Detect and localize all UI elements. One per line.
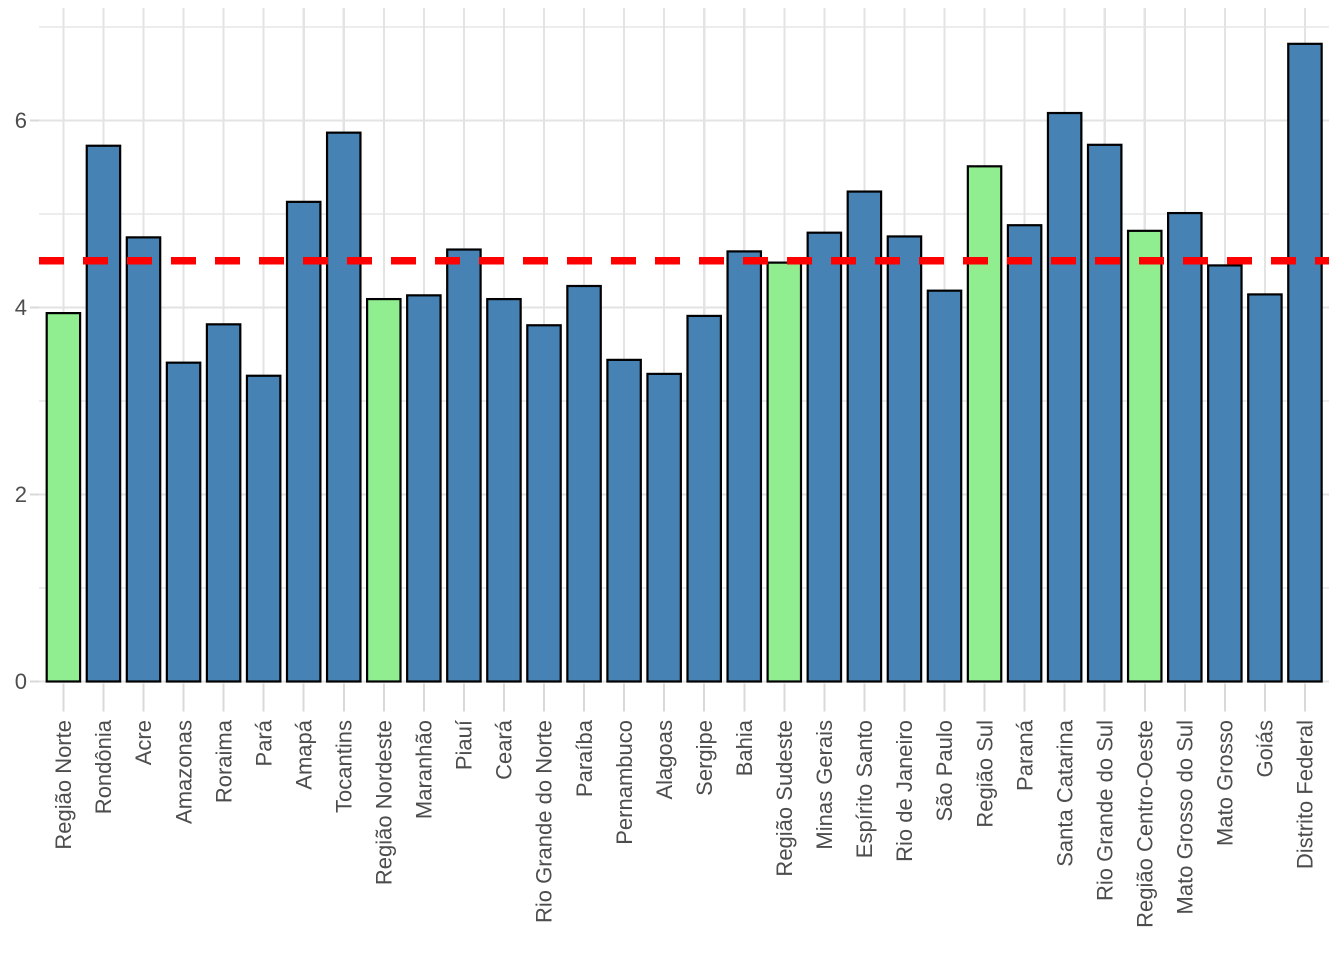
x-axis-label: Pará [251, 719, 276, 766]
state-bar [205, 323, 242, 683]
state-bar [325, 131, 362, 683]
state-bar [646, 372, 682, 683]
x-axis-label: Alagoas [652, 720, 677, 800]
state-bar [526, 324, 562, 683]
x-axis-label: Piauí [452, 720, 477, 770]
state-bar [606, 358, 642, 683]
y-axis-label: 6 [15, 108, 27, 133]
state-bar [1247, 293, 1283, 683]
state-bar [1207, 264, 1243, 683]
state-bar [125, 236, 162, 683]
x-axis-label: Goiás [1253, 720, 1278, 777]
x-axis-label: Rondônia [91, 719, 116, 814]
x-axis-label: Região Centro-Oeste [1132, 720, 1157, 928]
x-axis-label: Pernambuco [612, 720, 637, 845]
x-axis-label: Amazonas [171, 720, 196, 824]
x-axis-label: Região Norte [51, 720, 76, 850]
x-axis-label: São Paulo [932, 720, 957, 822]
region-bar [366, 297, 402, 683]
state-bar [926, 289, 963, 683]
state-bar [285, 200, 322, 683]
state-bar [446, 248, 482, 683]
x-axis-label: Roraima [211, 719, 236, 803]
state-bar [1006, 224, 1043, 683]
x-axis-label: Rio Grande do Norte [532, 720, 557, 923]
x-axis-label: Minas Gerais [812, 720, 837, 850]
state-bar [1046, 111, 1083, 683]
x-axis-label: Mato Grosso [1213, 720, 1238, 846]
state-bar [726, 250, 763, 683]
x-axis-label: Acre [131, 720, 156, 765]
state-bar [686, 314, 723, 683]
state-bar [886, 235, 923, 683]
x-axis-label: Distrito Federal [1293, 720, 1318, 869]
state-bar [846, 190, 883, 683]
state-bar [406, 294, 442, 683]
x-axis-label: Maranhão [412, 720, 437, 819]
state-bar [566, 284, 602, 683]
state-bar [1086, 143, 1123, 683]
region-bar [966, 165, 1003, 683]
y-axis-label: 2 [15, 482, 27, 507]
state-bar [806, 231, 843, 683]
state-bar [486, 297, 522, 683]
x-axis-label: Paraná [1012, 719, 1037, 791]
region-bar [1126, 229, 1163, 683]
x-axis-label: Sergipe [692, 720, 717, 796]
x-axis-label: Região Sudeste [772, 720, 797, 877]
x-axis-label: Mato Grosso do Sul [1173, 720, 1198, 914]
x-axis-label: Tocantins [331, 720, 356, 813]
x-axis-label: Paraíba [572, 719, 597, 797]
x-axis-label: Região Sul [972, 720, 997, 828]
state-bar [85, 144, 122, 683]
y-axis-label: 4 [15, 295, 27, 320]
x-axis-label: Santa Catarina [1052, 719, 1077, 867]
state-bar [1287, 42, 1323, 683]
state-bar [245, 374, 282, 683]
region-bar [45, 312, 82, 683]
x-axis-label: Rio de Janeiro [892, 720, 917, 862]
state-bar [165, 361, 202, 683]
y-axis-label: 0 [15, 669, 27, 694]
x-axis-label: Espírito Santo [852, 720, 877, 858]
x-axis-label: Bahia [732, 719, 757, 776]
region-bar [766, 261, 803, 683]
x-axis-label: Ceará [492, 719, 517, 780]
state-bar [1166, 211, 1203, 683]
x-axis-label: Rio Grande do Sul [1092, 720, 1117, 901]
x-axis-label: Amapá [291, 719, 316, 789]
x-axis-label: Região Nordeste [372, 720, 397, 885]
